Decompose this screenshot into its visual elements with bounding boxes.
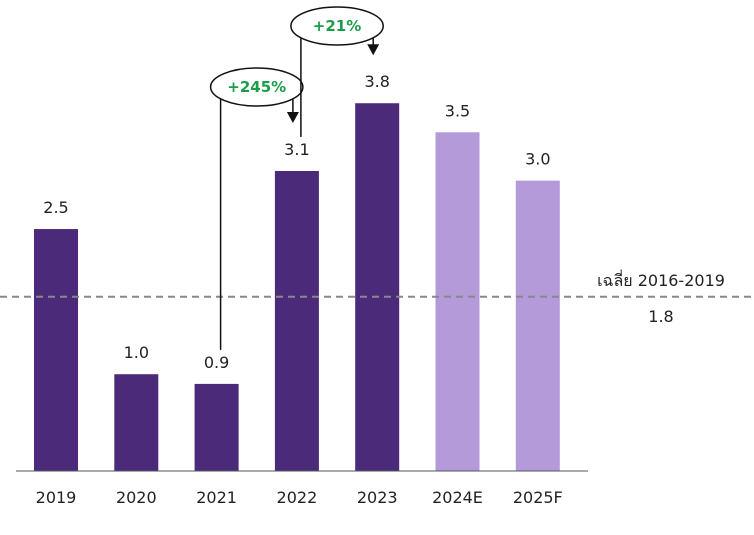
annotation-oval-2022 <box>209 67 304 107</box>
bars-layer <box>34 103 560 472</box>
bar-2019 <box>34 229 78 471</box>
x-tick-label-2024E: 2024E <box>432 488 483 507</box>
growth-annotations: +245% +21% <box>209 6 384 350</box>
average-reference-value: 1.8 <box>648 307 673 326</box>
x-tick-label-2021: 2021 <box>196 488 237 507</box>
value-label-2023: 3.8 <box>364 72 389 91</box>
bar-2025F <box>515 180 560 472</box>
value-label-2019: 2.5 <box>43 198 68 217</box>
x-tick-labels: 2019 2020 2021 2022 2023 2024E 2025F <box>36 488 563 507</box>
value-label-2022: 3.1 <box>284 140 309 159</box>
value-labels: 2.5 1.0 0.9 3.1 3.8 3.5 3.0 <box>43 72 550 372</box>
average-reference: เฉลี่ย 2016-2019 1.8 <box>0 269 754 326</box>
bar-2021 <box>194 383 239 471</box>
value-label-2025F: 3.0 <box>525 150 550 169</box>
annotation-text-2022: +245% <box>227 78 286 96</box>
bar-2023 <box>355 103 400 471</box>
x-tick-label-2019: 2019 <box>36 488 77 507</box>
value-label-2021: 0.9 <box>204 353 229 372</box>
x-tick-label-2022: 2022 <box>277 488 318 507</box>
value-label-2020: 1.0 <box>124 343 149 362</box>
value-label-2024E: 3.5 <box>445 101 470 120</box>
bar-2022 <box>274 170 319 472</box>
annotation-oval-2023 <box>290 6 384 46</box>
bar-2024E <box>435 132 480 471</box>
annotation-arrowhead-2023 <box>367 44 380 56</box>
bar-2020 <box>114 374 159 471</box>
annotation-text-2023: +21% <box>313 17 361 35</box>
x-tick-label-2020: 2020 <box>116 488 157 507</box>
x-tick-label-2023: 2023 <box>357 488 398 507</box>
annotation-arrowhead-2022 <box>286 111 299 123</box>
average-reference-label: เฉลี่ย 2016-2019 <box>597 269 725 290</box>
x-tick-label-2025F: 2025F <box>513 488 563 507</box>
